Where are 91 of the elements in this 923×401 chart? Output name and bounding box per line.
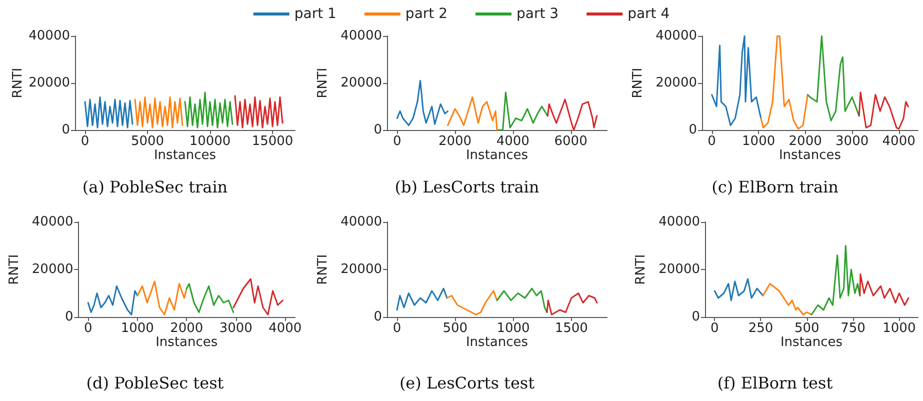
x-tick-label: 0	[392, 134, 402, 149]
text: (d) PobleSec test	[86, 374, 224, 392]
x-tick-label: 1000	[742, 134, 776, 149]
x-tick-label: 500	[794, 321, 820, 336]
line-series	[498, 92, 548, 131]
line-series	[396, 288, 448, 311]
line-series	[136, 280, 188, 316]
text: (e) LesCorts test	[399, 374, 536, 392]
line-series	[810, 245, 861, 316]
x-tick-label: 1000	[496, 321, 530, 336]
y-tick-label: 20000	[658, 262, 700, 277]
y-tick-label: 40000	[658, 214, 700, 230]
y-axis-title: RNTI	[10, 68, 26, 98]
x-axis-title: Instances	[156, 334, 218, 350]
text: (c) ElBorn train	[712, 178, 838, 196]
y-axis-title: RNTI	[316, 254, 331, 285]
y-tick-label: 0	[688, 122, 697, 138]
line-series	[806, 35, 860, 122]
line-series	[186, 283, 234, 313]
x-tick-label: 5000	[130, 134, 164, 149]
text: (f) ElBorn test	[717, 374, 834, 392]
x-axis-title: Instances	[466, 334, 528, 350]
line-series	[714, 278, 764, 302]
y-tick-label: 40000	[32, 214, 74, 230]
legend-label: part 1	[294, 6, 336, 22]
y-tick-label: 0	[374, 310, 382, 324]
x-tick-label: 6000	[554, 134, 588, 149]
y-tick-label: 0	[62, 122, 70, 138]
line-series	[87, 285, 138, 316]
y-tick-label: 20000	[32, 262, 74, 277]
x-axis-title: Instances	[466, 148, 528, 163]
line-series	[134, 96, 184, 128]
x-axis-title: Instances	[780, 334, 843, 350]
text: (a) PobleSec train	[82, 178, 228, 196]
x-tick-label: 2000	[438, 134, 472, 149]
x-tick-label: 0	[392, 321, 402, 336]
line-series	[184, 92, 234, 128]
x-tick-label: 2000	[170, 321, 204, 336]
y-tick-label: 20000	[340, 76, 382, 90]
y-tick-label: 20000	[340, 262, 382, 277]
line-series	[762, 283, 812, 316]
line-series	[859, 274, 910, 306]
x-tick-label: 250	[748, 321, 774, 336]
x-tick-label: 750	[840, 321, 866, 336]
y-tick-label: 0	[64, 310, 74, 324]
line-series	[447, 96, 500, 131]
x-tick-label: 0	[710, 321, 719, 336]
line-series	[496, 288, 548, 313]
legend-label: part 3	[516, 6, 559, 22]
line-series	[858, 92, 909, 130]
x-tick-label: 3000	[219, 321, 252, 336]
text: (b) LesCorts train	[394, 178, 540, 196]
x-tick-label: 1500	[554, 321, 588, 336]
y-axis-title: RNTI	[630, 68, 646, 98]
y-tick-label: 40000	[28, 28, 70, 44]
x-tick-label: 4000	[268, 321, 302, 336]
x-tick-label: 10000	[189, 134, 231, 149]
y-axis-title: RNTI	[7, 254, 22, 285]
legend-label: part 4	[628, 6, 670, 22]
x-tick-label: 15000	[252, 134, 294, 149]
x-tick-label: 2000	[788, 134, 822, 149]
line-series	[546, 98, 598, 131]
x-tick-label: 1000	[882, 321, 916, 336]
legend-label: part 2	[405, 6, 448, 22]
y-tick-label: 20000	[28, 76, 70, 90]
line-series	[232, 278, 284, 316]
line-series	[84, 96, 134, 128]
x-tick-label: 4000	[882, 134, 916, 149]
line-series	[446, 290, 498, 316]
line-series	[234, 95, 284, 128]
y-tick-label: 40000	[340, 28, 382, 44]
x-axis-title: Instances	[778, 148, 842, 163]
y-tick-label: 0	[374, 122, 382, 138]
x-tick-label: 0	[84, 321, 92, 336]
x-tick-label: 500	[442, 321, 468, 336]
y-axis-title: RNTI	[634, 254, 649, 285]
line-series	[396, 80, 449, 126]
y-tick-label: 40000	[340, 214, 382, 230]
x-tick-label: 0	[708, 134, 716, 149]
x-tick-label: 4000	[496, 134, 530, 149]
y-tick-label: 40000	[656, 28, 697, 44]
y-axis-title: RNTI	[316, 68, 331, 98]
x-tick-label: 0	[80, 134, 90, 149]
x-tick-label: 3000	[836, 134, 869, 149]
line-series	[760, 35, 808, 130]
line-series	[546, 292, 598, 316]
y-tick-label: 0	[692, 310, 700, 324]
line-series	[711, 35, 762, 126]
x-axis-title: Instances	[154, 148, 216, 163]
x-tick-label: 1000	[120, 321, 154, 336]
y-tick-label: 20000	[656, 76, 697, 90]
